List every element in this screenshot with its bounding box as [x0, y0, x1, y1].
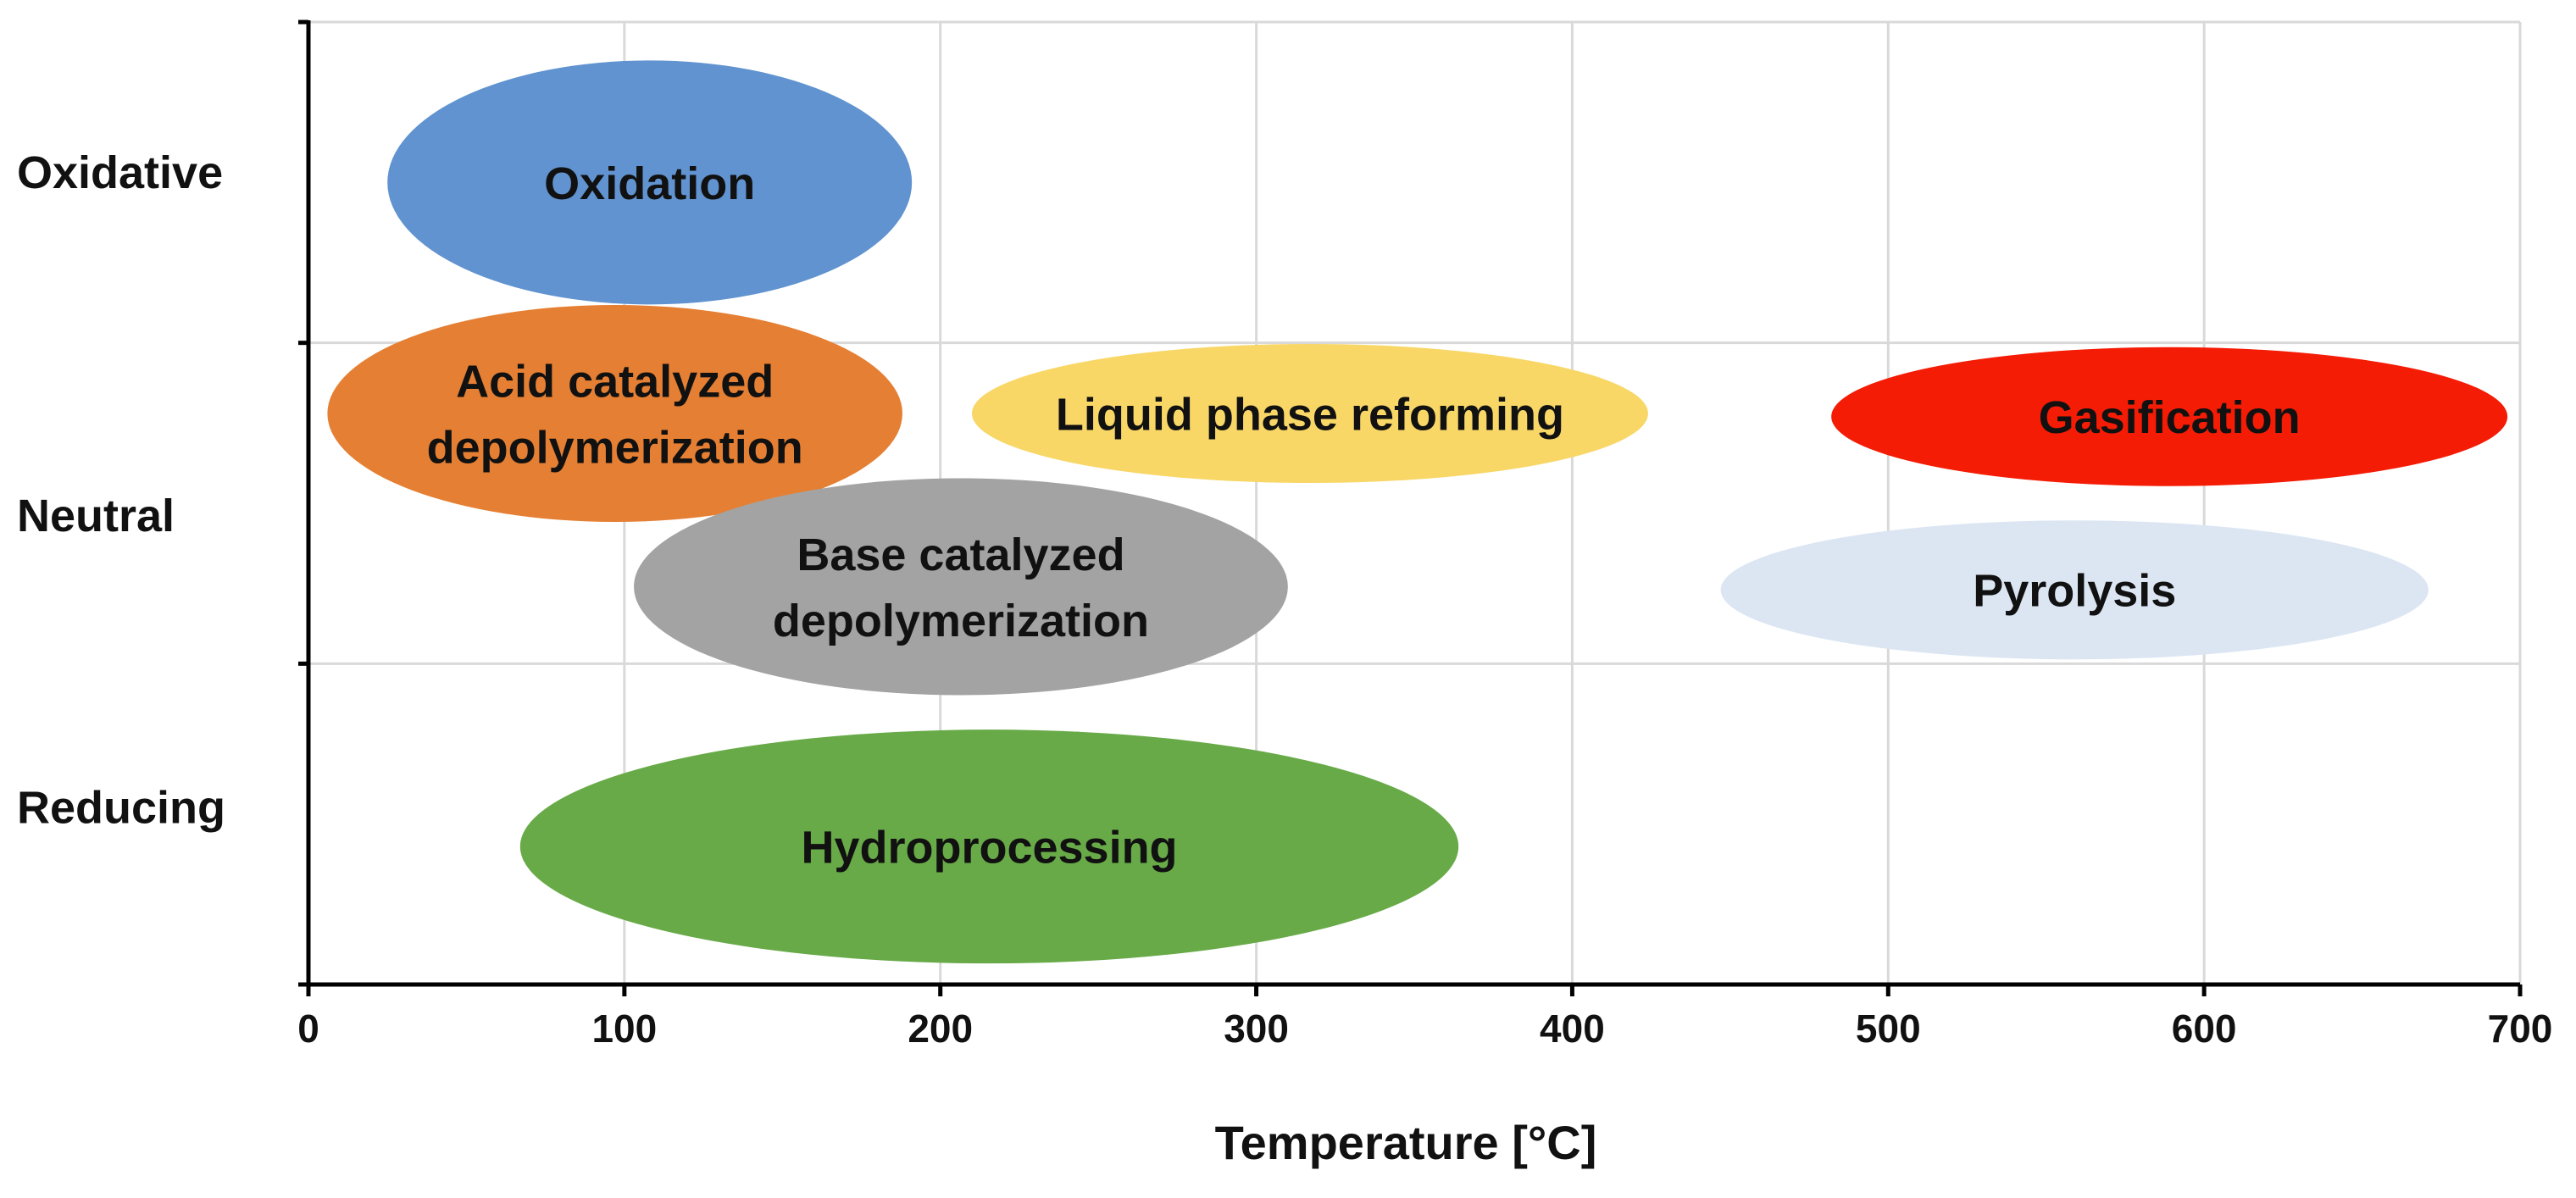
region-liquid-phase-reforming-ellipse: [972, 343, 1648, 483]
region-pyrolysis-label: Pyrolysis: [1973, 566, 2176, 617]
region-liquid-phase-reforming-label: Liquid phase reforming: [1056, 389, 1564, 440]
region-base-catalyzed-depolymerization-label: Base catalyzed depolymerization: [773, 530, 1149, 646]
y-category-label-neutral: Neutral: [17, 491, 175, 541]
region-pyrolysis-ellipse: [1720, 520, 2429, 660]
region-pyrolysis-label-line-0: Pyrolysis: [1973, 566, 2176, 617]
region-gasification-label-line-0: Gasification: [2039, 392, 2301, 443]
region-base-catalyzed-depolymerization-ellipse: [634, 478, 1288, 696]
region-base-catalyzed-depolymerization-label-line-0: Base catalyzed: [797, 530, 1124, 580]
region-acid-catalyzed-depolymerization-ellipse: [327, 304, 902, 522]
region-hydroprocessing-label: Hydroprocessing: [801, 823, 1177, 874]
region-liquid-phase-reforming-label-line-0: Liquid phase reforming: [1056, 389, 1564, 440]
x-tick-label-700: 700: [2488, 1007, 2553, 1051]
y-category-label-reducing: Reducing: [17, 783, 225, 834]
region-acid-catalyzed-depolymerization-label-line-1: depolymerization: [427, 422, 803, 473]
region-oxidation-label-line-0: Oxidation: [544, 158, 755, 209]
x-tick-label-600: 600: [2172, 1007, 2237, 1051]
region-oxidation-label: Oxidation: [544, 158, 755, 209]
x-tick-label-400: 400: [1540, 1007, 1605, 1051]
region-hydroprocessing-ellipse: [519, 729, 1459, 964]
x-tick-label-500: 500: [1856, 1007, 1921, 1051]
region-hydroprocessing-label-line-0: Hydroprocessing: [801, 823, 1177, 874]
x-tick-label-0: 0: [297, 1007, 319, 1051]
region-oxidation-ellipse: [387, 60, 913, 305]
region-base-catalyzed-depolymerization-label-line-1: depolymerization: [773, 596, 1149, 646]
x-tick-label-300: 300: [1224, 1007, 1289, 1051]
y-category-label-oxidative: Oxidative: [17, 147, 223, 198]
region-acid-catalyzed-depolymerization-label: Acid catalyzed depolymerization: [427, 356, 803, 473]
region-acid-catalyzed-depolymerization-label-line-0: Acid catalyzed: [456, 356, 774, 407]
x-axis-title: Temperature [°C]: [1215, 1116, 1597, 1169]
x-tick-label-200: 200: [908, 1007, 973, 1051]
region-gasification-label: Gasification: [2039, 392, 2301, 443]
x-tick-label-100: 100: [591, 1007, 657, 1051]
region-gasification-ellipse: [1831, 347, 2508, 486]
